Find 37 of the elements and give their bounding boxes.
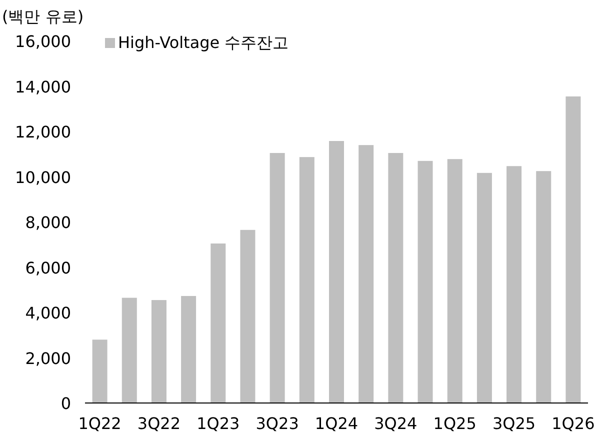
y-tick-label: 4,000 bbox=[25, 304, 71, 322]
bar bbox=[122, 298, 137, 403]
y-tick-label: 2,000 bbox=[25, 348, 71, 368]
y-tick-label: 6,000 bbox=[25, 258, 71, 278]
bar bbox=[566, 96, 581, 403]
bar bbox=[92, 340, 108, 403]
bar bbox=[181, 296, 196, 403]
bar bbox=[270, 152, 285, 403]
bar bbox=[329, 141, 344, 403]
x-tick-label: 1Q23 bbox=[196, 414, 240, 433]
x-tick-label: 1Q24 bbox=[314, 414, 358, 433]
bar bbox=[418, 160, 433, 403]
y-tick-label: 10,000 bbox=[15, 168, 71, 187]
x-tick-label: 3Q25 bbox=[492, 414, 536, 433]
y-tick-label: 14,000 bbox=[15, 77, 71, 96]
bar bbox=[210, 243, 226, 403]
y-tick-label: 8,000 bbox=[25, 213, 71, 232]
x-tick-label: 1Q22 bbox=[78, 414, 122, 433]
y-tick-label: 12,000 bbox=[15, 122, 71, 142]
bar bbox=[299, 157, 314, 403]
bar bbox=[151, 300, 166, 403]
y-tick-label: 0 bbox=[60, 394, 71, 413]
x-tick-label: 3Q23 bbox=[256, 414, 299, 433]
y-tick-label: 16,000 bbox=[15, 32, 71, 51]
x-tick-label: 1Q26 bbox=[552, 414, 595, 433]
bar bbox=[476, 172, 492, 403]
legend-label: High-Voltage 수주잔고 bbox=[118, 33, 289, 52]
x-tick-label: 3Q22 bbox=[137, 414, 181, 433]
bar bbox=[536, 171, 552, 403]
bar bbox=[388, 152, 404, 403]
bar bbox=[447, 159, 462, 403]
x-tick-label: 1Q25 bbox=[433, 414, 476, 433]
y-axis-title: (백만 유로) bbox=[2, 7, 84, 26]
x-tick-label: 3Q24 bbox=[374, 414, 418, 433]
bar bbox=[506, 166, 522, 403]
bar bbox=[240, 230, 256, 403]
bar bbox=[358, 145, 374, 403]
